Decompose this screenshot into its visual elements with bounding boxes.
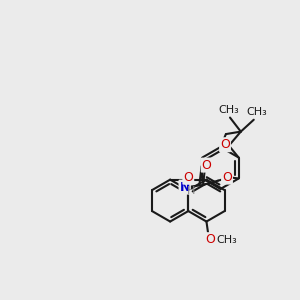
Text: O: O (202, 159, 212, 172)
Text: CH₃: CH₃ (246, 107, 267, 117)
Text: N: N (179, 181, 190, 194)
Text: CH₃: CH₃ (218, 105, 239, 115)
Text: CH₃: CH₃ (216, 235, 237, 245)
Text: O: O (222, 171, 232, 184)
Text: O: O (220, 138, 230, 151)
Text: O: O (205, 233, 215, 246)
Text: H: H (187, 186, 195, 196)
Text: O: O (183, 171, 193, 184)
